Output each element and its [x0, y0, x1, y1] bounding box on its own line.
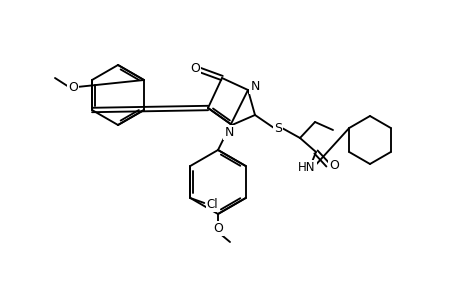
Text: S: S [274, 122, 281, 134]
Text: N: N [224, 125, 233, 139]
Text: HN: HN [297, 160, 315, 173]
Text: O: O [213, 221, 223, 235]
Text: O: O [328, 158, 338, 172]
Text: O: O [190, 61, 200, 74]
Text: O: O [68, 80, 78, 94]
Text: Cl: Cl [206, 199, 218, 212]
Text: N: N [250, 80, 259, 92]
